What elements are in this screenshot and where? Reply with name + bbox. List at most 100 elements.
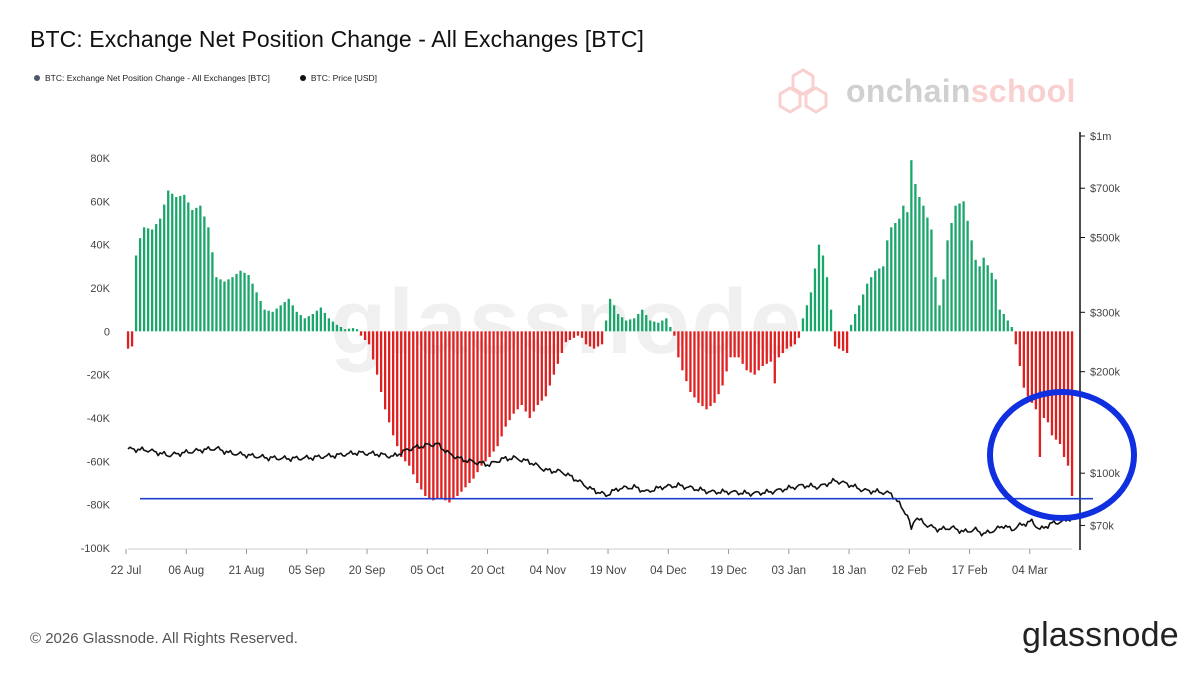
net-position-bar <box>215 277 218 332</box>
net-position-bar <box>942 279 945 332</box>
net-position-bar <box>243 272 246 332</box>
net-position-bar <box>958 203 961 332</box>
net-position-bar <box>1006 320 1009 332</box>
net-position-bar <box>339 327 343 332</box>
net-position-bar <box>906 212 909 332</box>
net-position-bar <box>1014 331 1017 345</box>
chart-title: BTC: Exchange Net Position Change - All … <box>30 26 645 52</box>
net-position-bar <box>890 227 893 332</box>
x-tick-label-12: 18 Jan <box>832 565 867 577</box>
net-position-bar <box>311 314 314 332</box>
legend-item-net-position[interactable]: BTC: Exchange Net Position Change - All … <box>34 73 270 83</box>
net-position-bar <box>849 324 853 332</box>
net-position-bar <box>379 331 383 392</box>
net-position-bar <box>813 268 817 332</box>
net-position-bar <box>801 318 805 332</box>
net-position-bar <box>874 270 877 332</box>
net-position-bar <box>665 318 668 332</box>
net-position-bar <box>239 270 242 332</box>
net-position-bar <box>211 252 214 332</box>
net-position-bar <box>785 331 788 349</box>
onchainschool-logo: onchainschool <box>768 66 1076 116</box>
x-tick-label-9: 04 Dec <box>650 565 687 577</box>
net-position-bar <box>564 331 568 343</box>
net-position-bar <box>392 331 395 436</box>
net-position-bar <box>934 277 937 332</box>
net-position-bar <box>604 320 608 332</box>
net-position-bar <box>504 331 507 427</box>
y-tick-right-0: $1m <box>1090 131 1111 143</box>
net-position-bar <box>508 331 511 421</box>
net-position-bar <box>580 331 584 338</box>
net-position-bar <box>805 305 809 332</box>
net-position-bar <box>1070 331 1074 496</box>
net-position-bar <box>950 223 953 332</box>
net-position-bar <box>464 331 467 488</box>
net-position-bar <box>207 227 210 332</box>
price-line <box>127 442 1073 537</box>
net-position-bar <box>283 302 286 332</box>
net-position-bar <box>733 331 736 358</box>
net-position-bar <box>592 331 596 349</box>
net-position-bar <box>677 331 680 358</box>
net-position-bar <box>705 331 708 410</box>
net-position-bar <box>299 315 302 332</box>
legend-dot-net-position <box>34 75 40 81</box>
net-position-bar <box>203 216 206 332</box>
net-position-bar <box>1002 314 1005 332</box>
net-position-bar <box>532 331 535 412</box>
legend-dot-price <box>299 75 306 81</box>
y-tick-right-4: $200k <box>1090 367 1120 379</box>
net-position-bar <box>600 331 604 345</box>
x-tick-label-15: 04 Mar <box>1012 565 1048 577</box>
net-position-bar <box>689 331 692 392</box>
x-tick-label-5: 05 Oct <box>410 565 445 577</box>
net-position-bar <box>817 244 821 332</box>
net-position-bar <box>476 331 479 473</box>
x-tick-label-1: 06 Aug <box>168 565 204 577</box>
net-position-bar <box>902 205 905 332</box>
net-position-bar <box>347 328 351 332</box>
net-position-bar <box>1066 331 1070 466</box>
net-position-bar <box>323 312 327 332</box>
net-position-bar <box>191 210 194 332</box>
net-position-bar <box>870 277 873 332</box>
x-tick-label-13: 02 Feb <box>891 565 927 577</box>
net-position-bar <box>371 331 375 360</box>
net-position-bar <box>757 331 760 371</box>
net-position-bar <box>460 331 463 492</box>
net-position-bar <box>645 315 648 332</box>
net-position-bar <box>568 331 572 340</box>
x-tick-label-3: 05 Sep <box>289 565 325 577</box>
net-position-bar <box>448 331 451 503</box>
net-position-bar <box>845 331 849 353</box>
net-position-bar <box>472 331 475 479</box>
net-position-bar <box>556 331 560 364</box>
legend-item-price[interactable]: BTC: Price [USD] <box>299 73 377 83</box>
net-position-bar <box>862 294 865 332</box>
x-tick-label-11: 03 Jan <box>772 565 807 577</box>
net-position-bar <box>572 331 576 338</box>
net-position-bar <box>789 331 793 347</box>
net-position-bar <box>287 298 290 332</box>
net-position-bar <box>990 272 993 332</box>
net-position-bar <box>625 320 628 332</box>
net-position-bar <box>271 311 274 332</box>
net-position-bar <box>857 305 861 332</box>
net-position-bar <box>359 331 363 336</box>
net-position-bar <box>130 331 134 347</box>
net-position-bar <box>1042 331 1046 418</box>
net-position-bar <box>938 305 941 332</box>
net-position-bar <box>729 331 732 358</box>
net-position-bar <box>263 309 266 332</box>
net-position-bar <box>412 331 415 475</box>
y-tick-left-6: -40K <box>87 413 111 425</box>
net-position-bar <box>432 331 435 501</box>
net-position-bar <box>183 194 186 332</box>
net-position-bar <box>986 265 989 332</box>
net-position-bar <box>649 320 652 332</box>
net-position-bar <box>440 331 443 499</box>
net-position-bar <box>171 193 174 332</box>
net-position-bar <box>291 305 294 332</box>
